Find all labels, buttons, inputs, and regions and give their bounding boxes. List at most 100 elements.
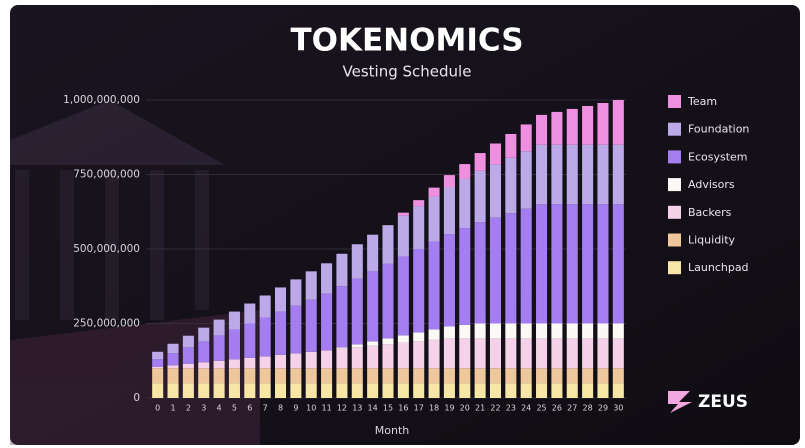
bar-segment (168, 383, 179, 398)
bar-segment (551, 204, 562, 323)
legend-label: Liquidity (688, 234, 736, 247)
x-tick-label: 29 (598, 404, 608, 413)
bar-segment (429, 340, 440, 368)
x-axis-label: Month (375, 424, 410, 437)
bar-segment (214, 383, 225, 398)
bar-segment (613, 145, 624, 205)
bar-segment (214, 361, 225, 368)
bar-segment (367, 368, 378, 383)
bar-segment (260, 356, 271, 368)
bar-segment (490, 218, 501, 324)
bar-segment (429, 329, 440, 339)
x-tick-label: 0 (155, 404, 160, 413)
bar-segment (321, 294, 332, 351)
chart: TOKENOMICS Vesting Schedule Month ZEUS 0… (0, 0, 805, 448)
bar-segment (613, 324, 624, 339)
bar-segment (613, 383, 624, 398)
bar-segment (244, 368, 255, 383)
bar-segment (260, 383, 271, 398)
bar-segment (290, 383, 301, 398)
x-tick-label: 11 (321, 404, 331, 413)
legend-swatch (668, 95, 681, 108)
bar-segment (459, 228, 470, 325)
bar-segment (567, 145, 578, 205)
bar-segment (521, 383, 532, 398)
bar-segment (582, 324, 593, 339)
bar-segment (367, 383, 378, 398)
bar-segment (505, 324, 516, 339)
bar-segment (352, 368, 363, 383)
bar-segment (613, 204, 624, 323)
bar-segment (229, 359, 240, 368)
x-tick-label: 19 (444, 404, 454, 413)
bar-segment (382, 368, 393, 383)
bar-segment (413, 368, 424, 383)
bar-segment (536, 204, 547, 323)
bar-segment (551, 145, 562, 205)
bar-segment (168, 368, 179, 383)
bar-segment (336, 347, 347, 348)
bar-segment (336, 383, 347, 398)
bar-segment (567, 368, 578, 383)
y-tick-label: 250,000,000 (73, 318, 140, 330)
bar-segment (413, 206, 424, 249)
bar-segment (521, 338, 532, 368)
x-tick-label: 28 (583, 404, 593, 413)
bar-segment (275, 287, 286, 311)
bar-segment (597, 324, 608, 339)
bar-segment (505, 368, 516, 383)
bar-segment (244, 324, 255, 358)
bar-segment (582, 106, 593, 145)
bar-segment (367, 341, 378, 345)
bar-segment (260, 368, 271, 383)
bar-segment (413, 332, 424, 341)
x-tick-label: 15 (383, 404, 393, 413)
bar-segment (413, 341, 424, 368)
legend-swatch (668, 234, 681, 247)
bar-segment (444, 326, 455, 338)
x-tick-label: 5 (232, 404, 237, 413)
bar-segment (229, 329, 240, 359)
x-tick-label: 9 (293, 404, 298, 413)
x-tick-label: 25 (536, 404, 546, 413)
bar-segment (367, 346, 378, 368)
y-tick-label: 0 (133, 392, 140, 404)
x-tick-label: 10 (306, 404, 316, 413)
bar-segment (521, 124, 532, 151)
bar-segment (229, 368, 240, 383)
bar-segment (551, 368, 562, 383)
bar-segment (429, 383, 440, 398)
bar-segment (275, 355, 286, 368)
bar-segment (613, 368, 624, 383)
x-tick-label: 7 (263, 404, 268, 413)
bar-segment (214, 335, 225, 360)
bar-segment (260, 295, 271, 317)
bar-segment (198, 362, 209, 368)
x-tick-label: 20 (460, 404, 470, 413)
bar-segment (336, 254, 347, 286)
bar-segment (152, 352, 163, 359)
chart-subtitle: Vesting Schedule (343, 63, 472, 81)
bar-segment (198, 341, 209, 362)
bar-segment (214, 320, 225, 336)
bar-segment (168, 353, 179, 365)
bar-segment (382, 264, 393, 339)
bar-segment (429, 368, 440, 383)
bar-segment (505, 213, 516, 323)
bar-segment (567, 338, 578, 368)
x-tick-label: 17 (414, 404, 424, 413)
bar-segment (490, 164, 501, 217)
bar-segment (536, 324, 547, 339)
bar-segment (429, 242, 440, 330)
bar-segment (290, 368, 301, 383)
bar-segment (336, 368, 347, 383)
bar-segment (398, 383, 409, 398)
y-tick-label: 500,000,000 (73, 243, 140, 255)
x-tick-label: 16 (398, 404, 408, 413)
bar-segment (536, 115, 547, 145)
bar-segment (582, 204, 593, 323)
x-tick-label: 23 (506, 404, 516, 413)
bar-segment (567, 324, 578, 339)
bar-segment (382, 383, 393, 398)
bar-segment (459, 383, 470, 398)
